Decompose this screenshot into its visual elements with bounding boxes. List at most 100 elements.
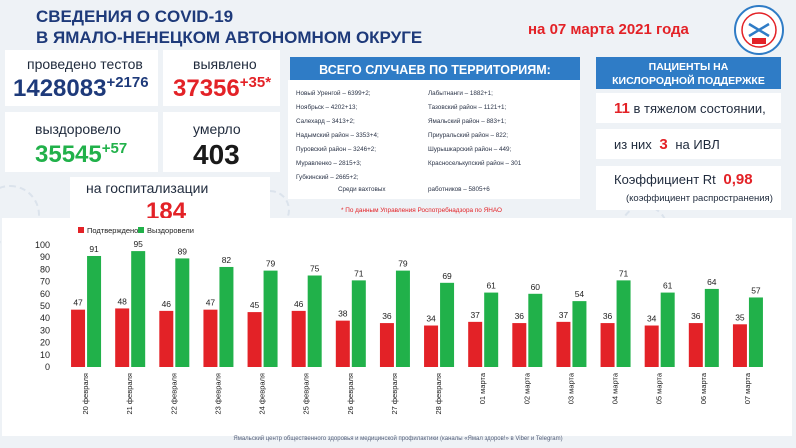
- ivl-prefix: из них: [614, 137, 652, 152]
- recovered-bar: [660, 292, 675, 367]
- tests-delta: +2176: [106, 74, 149, 91]
- tests-value: 1428083+2176: [13, 74, 149, 103]
- data-label: 91: [89, 244, 99, 254]
- hospital-label: на госпитализации: [86, 180, 209, 196]
- tests-card: проведено тестов 1428083+2176: [5, 50, 158, 106]
- data-label: 36: [382, 311, 392, 321]
- x-tick-label: 04 марта: [611, 372, 620, 404]
- logo-icon: [734, 5, 784, 55]
- confirmed-bar: [424, 325, 439, 367]
- y-tick-label: 80: [40, 264, 50, 274]
- ivl-value: 3: [659, 136, 668, 153]
- data-label: 75: [310, 264, 320, 274]
- x-tick-label: 06 марта: [699, 372, 708, 404]
- severe-label: в тяжелом состоянии,: [633, 101, 766, 116]
- confirmed-bar: [291, 310, 306, 367]
- detected-card: выявлено 37356+35*: [163, 50, 280, 106]
- detected-value: 37356+35*: [173, 74, 271, 103]
- confirmed-bar: [600, 323, 615, 367]
- y-tick-label: 100: [35, 240, 50, 250]
- recovered-label: выздоровело: [35, 121, 121, 137]
- data-label: 48: [117, 296, 127, 306]
- y-tick-label: 20: [40, 338, 50, 348]
- recovered-bar: [528, 293, 543, 367]
- recovered-bar: [748, 297, 763, 367]
- data-label: 37: [470, 310, 480, 320]
- data-label: 61: [486, 281, 496, 291]
- data-label: 64: [707, 277, 717, 287]
- x-tick-label: 05 марта: [655, 372, 664, 404]
- data-label: 35: [735, 312, 745, 322]
- severe-text: 11 в тяжелом состоянии,: [614, 100, 766, 117]
- y-tick-label: 10: [40, 350, 50, 360]
- confirmed-bar: [688, 323, 703, 367]
- data-label: 71: [619, 268, 629, 278]
- territory-item: Салехард – 3413+2;: [296, 118, 355, 125]
- data-label: 36: [603, 311, 613, 321]
- tests-number: 1428083: [13, 75, 107, 102]
- died-card: умерло 403: [163, 112, 280, 172]
- x-tick-label: 21 февраля: [125, 373, 134, 415]
- confirmed-bar: [159, 310, 174, 367]
- x-tick-label: 26 февраля: [346, 373, 355, 415]
- data-label: 57: [751, 285, 761, 295]
- data-label: 36: [515, 311, 525, 321]
- recovered-bar: [616, 280, 631, 367]
- data-label: 54: [575, 289, 585, 299]
- x-tick-label: 25 февраля: [302, 373, 311, 415]
- recovered-bar: [351, 280, 366, 367]
- confirmed-bar: [203, 309, 218, 367]
- territory-item: Приуральский район – 822;: [428, 132, 509, 139]
- rt-card: Коэффициент Rt 0,98 (коэффициент распрос…: [596, 166, 781, 210]
- oxygen-header: ПАЦИЕНТЫ НА КИСЛОРОДНОЙ ПОДДЕРЖКЕ: [596, 57, 781, 89]
- territories-header: ВСЕГО СЛУЧАЕВ ПО ТЕРРИТОРИЯМ:: [290, 57, 580, 83]
- data-label: 45: [250, 300, 260, 310]
- territory-item: Шурышкарский район – 449;: [428, 146, 512, 153]
- territory-item: Красноселькупский район – 301: [428, 160, 522, 167]
- y-tick-label: 40: [40, 313, 50, 323]
- data-label: 69: [442, 271, 452, 281]
- data-label: 46: [162, 299, 172, 309]
- territory-item: Тазовский район – 1121+1;: [428, 104, 507, 111]
- x-tick-label: 27 февраля: [390, 373, 399, 415]
- territory-item: Лабытнанги – 1882+1;: [428, 90, 493, 97]
- x-tick-label: 20 февраля: [81, 373, 90, 415]
- territory-item: Муравленко – 2815+3;: [296, 160, 362, 167]
- confirmed-bar: [556, 321, 571, 367]
- rt-value: 0,98: [723, 171, 753, 188]
- data-label: 34: [647, 314, 657, 324]
- recovered-delta: +57: [101, 140, 128, 157]
- data-label: 38: [338, 309, 348, 319]
- confirmed-bar: [512, 323, 527, 367]
- ivl-text: из них 3 на ИВЛ: [614, 136, 720, 153]
- page-title: СВЕДЕНИЯ О COVID-19 В ЯМАЛО-НЕНЕЦКОМ АВТ…: [36, 6, 422, 48]
- y-tick-label: 90: [40, 252, 50, 262]
- confirmed-bar: [115, 308, 130, 367]
- died-value: 403: [193, 139, 240, 170]
- recovered-bar: [263, 270, 278, 367]
- confirmed-bar: [335, 320, 350, 367]
- died-label: умерло: [193, 121, 241, 137]
- title-line-2: В ЯМАЛО-НЕНЕЦКОМ АВТОНОМНОМ ОКРУГЕ: [36, 28, 423, 47]
- legend-swatch: [138, 227, 144, 233]
- data-label: 47: [73, 298, 83, 308]
- data-label: 79: [398, 259, 408, 269]
- recovered-value: 35545+57: [35, 140, 127, 169]
- x-tick-label: 24 февраля: [258, 373, 267, 415]
- recovered-number: 35545: [35, 141, 102, 168]
- data-label: 60: [531, 282, 541, 292]
- territory-item: Ноябрьск – 4202+13;: [296, 104, 358, 111]
- recovered-card: выздоровело 35545+57: [5, 112, 158, 172]
- y-tick-label: 30: [40, 325, 50, 335]
- footer-credit: Ямальский центр общественного здоровья и…: [233, 436, 563, 442]
- rt-text: Коэффициент Rt 0,98: [614, 171, 753, 188]
- legend-label: Подтверждено: [87, 226, 138, 235]
- confirmed-bar: [468, 321, 483, 367]
- data-label: 36: [691, 311, 701, 321]
- x-tick-label: 01 марта: [478, 372, 487, 404]
- recovered-bar: [704, 288, 719, 367]
- recovered-bar: [131, 251, 146, 367]
- recovered-bar: [572, 301, 587, 367]
- tests-label: проведено тестов: [27, 56, 143, 72]
- territory-item: Ямальский район – 883+1;: [428, 118, 506, 125]
